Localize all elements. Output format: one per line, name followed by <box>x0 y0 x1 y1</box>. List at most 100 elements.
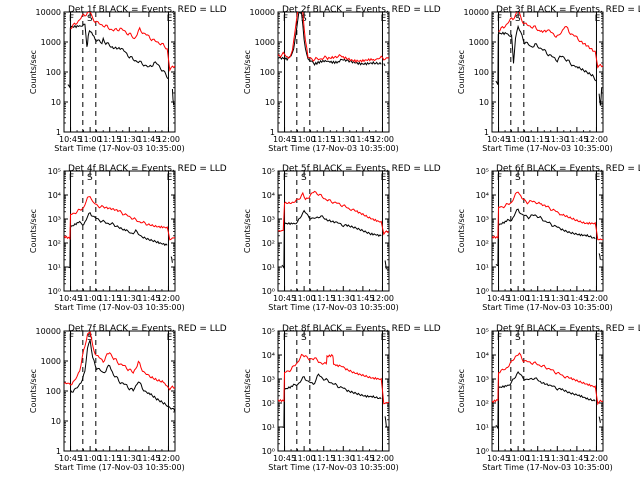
y-tick-label: 1 <box>484 128 489 137</box>
x-tick-label: 12:00 <box>157 294 180 303</box>
y-tick-label: 10² <box>48 239 61 248</box>
event-marker-label: F <box>283 14 288 24</box>
plot-frame <box>491 170 604 292</box>
y-tick-label: 10⁰ <box>476 447 489 456</box>
y-tick-label: 10³ <box>476 215 489 224</box>
x-tick-label: 11:30 <box>546 294 569 303</box>
series-line-events <box>70 339 175 413</box>
y-tick-label: 100 <box>46 387 61 396</box>
x-tick-label: 11:00 <box>79 135 102 144</box>
series-line-events <box>383 63 386 67</box>
y-tick-label: 1 <box>56 128 61 137</box>
y-tick-label: 10¹ <box>476 423 489 432</box>
chart-panel-9: Det 9f BLACK = Events, RED = LLD 10⁰ 10¹ 10… <box>457 324 640 472</box>
event-marker-label: S <box>301 173 307 183</box>
chart-panel-6: Det 6f BLACK = Events, RED = LLD 10⁰ 10¹ 10… <box>457 164 640 312</box>
y-tick-label: 1000 <box>469 38 489 47</box>
chart-title: Det 2f BLACK = Events, RED = LLD <box>282 5 441 15</box>
x-axis-label: Start Time (17-Nov-03 10:35:00) <box>268 303 398 312</box>
x-tick-label: 11:45 <box>137 454 160 463</box>
chart-title: Det 6f BLACK = Events, RED = LLD <box>496 164 640 174</box>
series-line-events <box>598 416 601 423</box>
chart-panel-5: Det 5f BLACK = Events, RED = LLD 10⁰ 10¹ 10… <box>243 164 441 312</box>
x-tick-label: 11:00 <box>507 454 530 463</box>
y-tick-label: 10⁴ <box>476 191 489 200</box>
chart-panel-1: Det 1f BLACK = Events, RED = LLD 1 10 100 10… <box>29 5 227 153</box>
x-tick-label: 11:15 <box>526 135 549 144</box>
series-line-events <box>495 24 597 85</box>
y-tick-label: 1000 <box>41 357 61 366</box>
y-axis-label: Counts/sec <box>29 50 38 94</box>
event-marker-label: F <box>69 333 74 343</box>
plot-frame <box>277 330 390 452</box>
y-tick-label: 10000 <box>36 8 61 17</box>
x-tick-label: 11:30 <box>118 135 141 144</box>
series-line-events <box>598 87 603 106</box>
y-tick-label: 10 <box>51 98 61 107</box>
event-marker-label: F <box>283 333 288 343</box>
event-marker-label: F <box>497 173 502 183</box>
series-line-lld <box>492 191 603 241</box>
y-tick-label: 10 <box>51 417 61 426</box>
x-tick-label: 11:15 <box>98 454 121 463</box>
y-tick-label: 100 <box>474 68 489 77</box>
y-tick-label: 1 <box>56 447 61 456</box>
event-marker-label: S <box>87 173 93 183</box>
x-axis-label: Start Time (17-Nov-03 10:35:00) <box>482 144 612 153</box>
x-tick-label: 12:00 <box>585 294 608 303</box>
x-tick-label: 11:30 <box>546 135 569 144</box>
y-tick-label: 1000 <box>255 38 275 47</box>
event-marker-label: S <box>515 333 521 343</box>
plot-frame <box>491 330 604 452</box>
event-marker-label: S <box>87 14 93 24</box>
y-tick-label: 10³ <box>48 215 61 224</box>
x-tick-label: 11:45 <box>565 454 588 463</box>
y-tick-label: 10² <box>476 239 489 248</box>
x-tick-label: 12:00 <box>585 454 608 463</box>
y-tick-label: 10¹ <box>262 423 275 432</box>
event-marker-label: E <box>595 333 601 343</box>
event-marker-label: F <box>69 173 74 183</box>
y-tick-label: 10² <box>476 399 489 408</box>
chart-panel-4: Det 4f BLACK = Events, RED = LLD 10⁰ 10¹ 10… <box>29 164 227 312</box>
x-tick-label: 11:00 <box>507 294 530 303</box>
y-axis-label: Counts/sec <box>243 209 252 253</box>
x-tick-label: 11:15 <box>98 294 121 303</box>
y-tick-label: 10³ <box>262 375 275 384</box>
x-tick-label: 11:30 <box>332 454 355 463</box>
y-axis-label: Counts/sec <box>29 369 38 413</box>
series-line-events <box>67 211 168 269</box>
event-marker-label: F <box>497 14 502 24</box>
x-tick-label: 11:45 <box>351 294 374 303</box>
y-tick-label: 10³ <box>262 215 275 224</box>
event-marker-label: F <box>283 173 288 183</box>
y-tick-label: 10⁵ <box>48 167 61 176</box>
series-line-events <box>67 23 169 90</box>
y-tick-label: 1000 <box>41 38 61 47</box>
x-tick-label: 11:15 <box>526 454 549 463</box>
x-axis-label: Start Time (17-Nov-03 10:35:00) <box>54 463 184 472</box>
y-tick-label: 10⁰ <box>262 287 275 296</box>
y-tick-label: 10⁵ <box>476 327 489 336</box>
y-tick-label: 10⁵ <box>476 167 489 176</box>
chart-title: Det 8f BLACK = Events, RED = LLD <box>282 324 441 334</box>
x-axis-label: Start Time (17-Nov-03 10:35:00) <box>482 463 612 472</box>
chart-title: Det 4f BLACK = Events, RED = LLD <box>68 164 227 174</box>
x-tick-label: 10:45 <box>273 135 296 144</box>
x-tick-label: 11:00 <box>293 454 316 463</box>
y-axis-label: Counts/sec <box>457 369 466 413</box>
x-tick-label: 11:30 <box>332 135 355 144</box>
x-tick-label: 11:15 <box>312 454 335 463</box>
series-line-lld <box>278 353 389 405</box>
x-tick-label: 11:45 <box>565 135 588 144</box>
x-axis-label: Start Time (17-Nov-03 10:35:00) <box>54 144 184 153</box>
x-tick-label: 11:00 <box>507 135 530 144</box>
x-tick-label: 10:45 <box>59 454 82 463</box>
x-tick-label: 11:00 <box>293 294 316 303</box>
y-axis-label: Counts/sec <box>457 209 466 253</box>
y-tick-label: 10 <box>479 98 489 107</box>
x-tick-label: 12:00 <box>157 454 180 463</box>
series-line-events <box>281 209 382 270</box>
event-marker-label: S <box>301 14 307 24</box>
x-axis-label: Start Time (17-Nov-03 10:35:00) <box>482 303 612 312</box>
